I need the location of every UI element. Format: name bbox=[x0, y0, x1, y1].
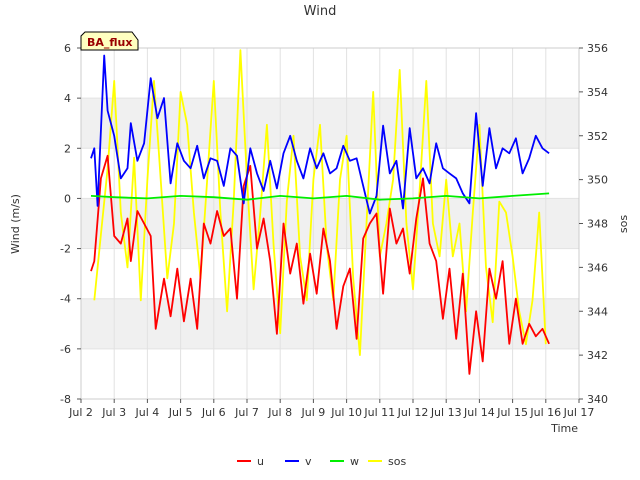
y-axis-left-ticks: -8 -6 -4 -2 0 2 4 6 bbox=[60, 42, 81, 406]
legend-label-u: u bbox=[257, 455, 264, 468]
y-right-tick-label-0: 340 bbox=[587, 393, 608, 406]
annotation-box: BA_flux bbox=[80, 31, 139, 51]
y-right-tick-label-5: 350 bbox=[587, 174, 608, 187]
x-tick-label-14: Jul 16 bbox=[529, 406, 561, 419]
y-left-tick-label-7: 6 bbox=[64, 42, 71, 55]
series-layer bbox=[90, 49, 550, 375]
y-axis-right-ticks: 340 342 344 346 348 350 352 354 356 bbox=[579, 42, 608, 406]
x-tick-label-4: Jul 6 bbox=[201, 406, 226, 419]
y-right-tick-label-4: 348 bbox=[587, 218, 608, 231]
y-left-tick-label-6: 4 bbox=[64, 92, 71, 105]
x-axis-ticks: Jul 2 Jul 3 Jul 4 Jul 5 Jul 6 Jul 7 Jul 8 Jul 9… bbox=[68, 399, 594, 419]
legend-label-sos: sos bbox=[388, 455, 406, 468]
x-axis-label: Time bbox=[550, 422, 578, 435]
band-0 bbox=[81, 298, 579, 349]
x-tick-label-3: Jul 5 bbox=[168, 406, 193, 419]
y-right-tick-label-7: 354 bbox=[587, 86, 608, 99]
x-tick-label-10: Jul 12 bbox=[397, 406, 429, 419]
x-tick-label-5: Jul 7 bbox=[234, 406, 259, 419]
x-tick-label-12: Jul 14 bbox=[463, 406, 495, 419]
y-right-tick-label-2: 344 bbox=[587, 305, 608, 318]
series-line-sos bbox=[93, 49, 547, 357]
legend-label-v: v bbox=[305, 455, 312, 468]
x-tick-label-1: Jul 3 bbox=[101, 406, 126, 419]
legend: u v w sos bbox=[237, 455, 406, 468]
x-tick-label-0: Jul 2 bbox=[68, 406, 93, 419]
y-right-tick-label-8: 356 bbox=[587, 42, 608, 55]
x-tick-label-2: Jul 4 bbox=[135, 406, 160, 419]
band-1 bbox=[81, 198, 579, 249]
x-tick-label-6: Jul 8 bbox=[267, 406, 292, 419]
annotation-shape bbox=[80, 31, 139, 51]
series-line-u bbox=[90, 154, 550, 375]
x-tick-label-15: Jul 17 bbox=[563, 406, 595, 419]
y-left-tick-label-4: 0 bbox=[64, 192, 71, 205]
y-left-tick-label-1: -6 bbox=[60, 343, 71, 356]
chart-title: Wind bbox=[304, 4, 337, 19]
y-left-tick-label-5: 2 bbox=[64, 142, 71, 155]
y-axis-left-label: Wind (m/s) bbox=[9, 194, 22, 254]
series-line-w bbox=[90, 192, 550, 201]
y-right-tick-label-3: 346 bbox=[587, 261, 608, 274]
x-tick-label-13: Jul 15 bbox=[496, 406, 528, 419]
series-line-v bbox=[90, 54, 550, 215]
y-left-tick-label-0: -8 bbox=[60, 393, 71, 406]
y-left-tick-label-2: -4 bbox=[60, 293, 71, 306]
y-left-tick-label-3: -2 bbox=[60, 243, 71, 256]
annotation-label: BA_flux bbox=[87, 36, 132, 49]
y-axis-right-label: sos bbox=[617, 215, 630, 233]
x-tick-label-9: Jul 11 bbox=[363, 406, 395, 419]
y-right-tick-label-6: 352 bbox=[587, 130, 608, 143]
x-tick-label-7: Jul 9 bbox=[301, 406, 326, 419]
x-tick-label-8: Jul 10 bbox=[330, 406, 362, 419]
background-bands bbox=[81, 98, 579, 349]
legend-label-w: w bbox=[350, 455, 359, 468]
y-right-tick-label-1: 342 bbox=[587, 349, 608, 362]
x-tick-label-11: Jul 13 bbox=[430, 406, 462, 419]
